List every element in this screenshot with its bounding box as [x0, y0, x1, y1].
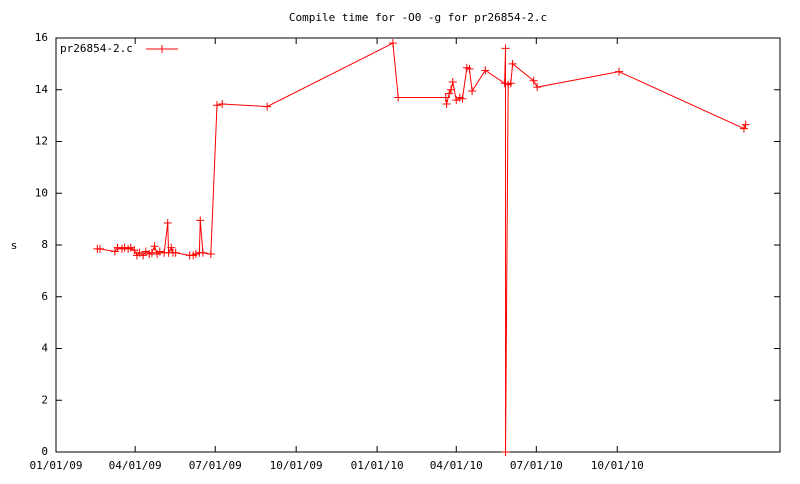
legend-swatch — [146, 45, 178, 53]
point-marker — [615, 67, 624, 76]
point-marker — [147, 248, 156, 257]
point-marker — [218, 99, 227, 108]
y-tick-label: 2 — [41, 393, 48, 406]
point-marker — [533, 83, 542, 92]
point-marker — [501, 44, 510, 53]
y-tick-label: 12 — [35, 135, 48, 148]
point-marker — [263, 102, 272, 111]
point-marker — [130, 246, 139, 255]
x-tick-label: 04/01/09 — [109, 459, 162, 472]
y-axis-label: s — [11, 239, 18, 252]
x-tick-label: 01/01/10 — [351, 459, 404, 472]
point-marker — [441, 93, 450, 102]
point-marker — [167, 243, 176, 252]
legend-label: pr26854-2.c — [60, 42, 133, 55]
series-line — [97, 42, 747, 453]
y-tick-label: 6 — [41, 290, 48, 303]
point-marker — [198, 248, 207, 257]
y-tick-label: 10 — [35, 186, 48, 199]
y-tick-label: 0 — [41, 445, 48, 458]
point-marker — [394, 93, 403, 102]
point-marker — [206, 250, 215, 259]
x-tick-label: 01/01/09 — [30, 459, 83, 472]
point-marker — [458, 94, 467, 103]
point-marker — [739, 124, 748, 133]
point-marker — [95, 244, 104, 253]
point-marker — [150, 242, 159, 251]
point-marker — [481, 66, 490, 75]
point-marker — [501, 448, 510, 456]
y-tick-label: 16 — [35, 31, 48, 44]
plot-frame — [55, 37, 781, 453]
point-marker — [465, 65, 474, 74]
point-marker — [506, 79, 515, 88]
point-marker — [442, 99, 451, 108]
point-marker — [468, 87, 477, 96]
point-marker — [171, 248, 180, 257]
x-tick-label: 10/01/09 — [270, 459, 323, 472]
x-tick-label: 04/01/10 — [430, 459, 483, 472]
point-marker — [191, 250, 200, 259]
point-marker — [113, 243, 122, 252]
y-tick-label: 14 — [35, 83, 49, 96]
y-tick-label: 8 — [41, 238, 48, 251]
x-tick-label: 07/01/10 — [510, 459, 563, 472]
point-marker — [212, 101, 221, 110]
point-marker — [741, 120, 750, 129]
x-tick-label: 07/01/09 — [189, 459, 242, 472]
point-marker — [448, 77, 457, 86]
chart-title: Compile time for -O0 -g for pr26854-2.c — [289, 11, 547, 24]
point-marker — [445, 89, 454, 98]
point-marker — [529, 76, 538, 85]
point-marker — [446, 85, 455, 94]
x-tick-label: 10/01/10 — [591, 459, 644, 472]
y-tick-label: 4 — [41, 342, 48, 355]
point-marker — [508, 59, 517, 68]
point-marker — [388, 39, 397, 48]
point-marker — [155, 247, 164, 256]
point-marker — [163, 219, 172, 228]
point-marker — [196, 216, 205, 225]
